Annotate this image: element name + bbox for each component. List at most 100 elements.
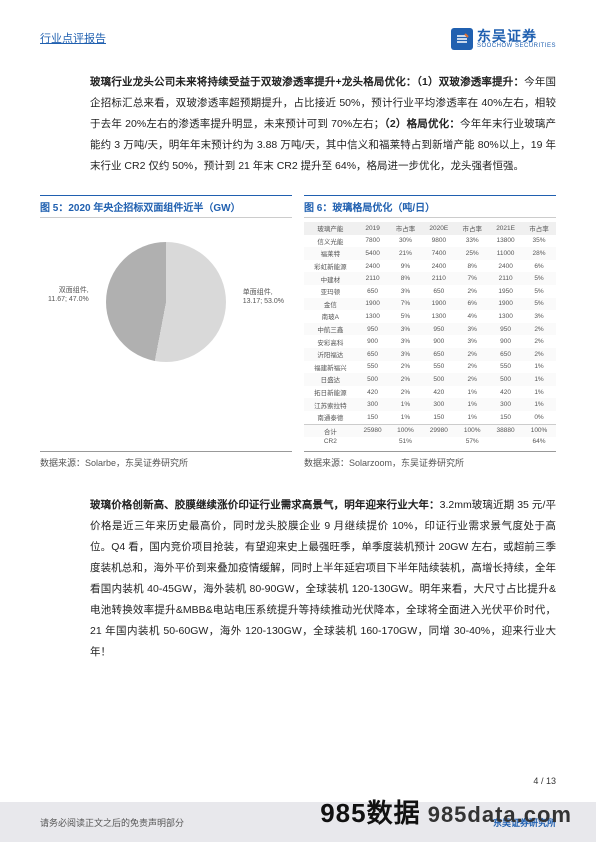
table-cell: 1300 bbox=[489, 310, 522, 323]
table-cell: 950 bbox=[357, 323, 389, 336]
table-cell: 3% bbox=[455, 335, 489, 348]
table-cell: CR2 bbox=[304, 437, 357, 447]
pie-label-single: 单面组件,13.17; 53.0% bbox=[243, 288, 284, 306]
table-cell: 0% bbox=[522, 411, 556, 424]
table-cell: 150 bbox=[357, 411, 389, 424]
table-cell: 1% bbox=[455, 411, 489, 424]
table-cell: 1900 bbox=[489, 298, 522, 311]
table-cell: 2400 bbox=[422, 260, 455, 273]
table-header-cell: 市占率 bbox=[455, 222, 489, 235]
table-cell: 100% bbox=[455, 424, 489, 437]
table-cell: 25% bbox=[455, 247, 489, 260]
table-cell: 3% bbox=[389, 285, 423, 298]
logo-cn-text: 东吴证券 bbox=[477, 29, 556, 43]
table-cell: 35% bbox=[522, 235, 556, 248]
table-row: 彩虹新能源24009%24008%24006% bbox=[304, 260, 556, 273]
table-cell: 8% bbox=[389, 272, 423, 285]
chart-6-title: 图 6：玻璃格局优化（吨/日） bbox=[304, 195, 556, 218]
table-cell: 3% bbox=[389, 323, 423, 336]
paragraph-2: 玻璃价格创新高、胶膜继续涨价印证行业需求高景气，明年迎来行业大年：3.2mm玻璃… bbox=[40, 495, 556, 663]
table-cell: 1% bbox=[522, 373, 556, 386]
table-cell: 9% bbox=[389, 260, 423, 273]
chart-6-source: 数据来源：Solarzoom，东吴证券研究所 bbox=[304, 451, 556, 469]
charts-row: 图 5：2020 年央企招标双面组件近半（GW） 双面组件,11.67; 47.… bbox=[40, 195, 556, 447]
table-cell: 1% bbox=[389, 411, 423, 424]
table-cell: 2400 bbox=[489, 260, 522, 273]
company-logo: 东吴证券 SOOCHOW SECURITIES bbox=[451, 28, 556, 50]
table-row: 南通泰德1501%1501%1500% bbox=[304, 411, 556, 424]
table-cell: 550 bbox=[357, 361, 389, 374]
table-cell: 650 bbox=[489, 348, 522, 361]
table-header-row: 玻璃产能2019市占率2020E市占率2021E市占率 bbox=[304, 222, 556, 235]
table-cell: 安彩高科 bbox=[304, 335, 357, 348]
logo-en-text: SOOCHOW SECURITIES bbox=[477, 43, 556, 49]
table-cell: 2% bbox=[522, 348, 556, 361]
table-cell bbox=[422, 437, 455, 447]
chart-5-block: 图 5：2020 年央企招标双面组件近半（GW） 双面组件,11.67; 47.… bbox=[40, 195, 292, 447]
table-cell: 38880 bbox=[489, 424, 522, 437]
table-cell: 28% bbox=[522, 247, 556, 260]
table-row: 金信19007%19006%19005% bbox=[304, 298, 556, 311]
table-cell bbox=[357, 437, 389, 447]
table-cell: 900 bbox=[357, 335, 389, 348]
table-cell: 6% bbox=[455, 298, 489, 311]
table-cell: 33% bbox=[455, 235, 489, 248]
table-cell: 中航三鑫 bbox=[304, 323, 357, 336]
table-cell: 7% bbox=[389, 298, 423, 311]
table-row: 合计25980100%29980100%38880100% bbox=[304, 424, 556, 437]
table-cell: 南玻A bbox=[304, 310, 357, 323]
table-cell: 500 bbox=[422, 373, 455, 386]
table-cell: 拓日新能源 bbox=[304, 386, 357, 399]
table-cell: 64% bbox=[522, 437, 556, 447]
table-cell: 1300 bbox=[422, 310, 455, 323]
table-cell: 2400 bbox=[357, 260, 389, 273]
table-cell: 150 bbox=[422, 411, 455, 424]
source-row: 数据来源：Solarbe，东吴证券研究所 数据来源：Solarzoom，东吴证券… bbox=[40, 451, 556, 469]
table-row: 南玻A13005%13004%13003% bbox=[304, 310, 556, 323]
table-cell: 1% bbox=[389, 398, 423, 411]
table-cell: 300 bbox=[422, 398, 455, 411]
para2-lead: 玻璃价格创新高、胶膜继续涨价印证行业需求高景气，明年迎来行业大年： bbox=[90, 499, 440, 511]
chart-5-source: 数据来源：Solarbe，东吴证券研究所 bbox=[40, 451, 292, 469]
table-cell: 21% bbox=[389, 247, 423, 260]
table-cell: 7400 bbox=[422, 247, 455, 260]
table-cell: 中建材 bbox=[304, 272, 357, 285]
table-row: 拓日新能源4202%4201%4201% bbox=[304, 386, 556, 399]
table-cell: 650 bbox=[357, 348, 389, 361]
table-header-cell: 2021E bbox=[489, 222, 522, 235]
chart-6-block: 图 6：玻璃格局优化（吨/日） 玻璃产能2019市占率2020E市占率2021E… bbox=[304, 195, 556, 447]
table-row: 江苏索拉特3001%3001%3001% bbox=[304, 398, 556, 411]
table-cell: 南通泰德 bbox=[304, 411, 357, 424]
table-row: 信义光能780030%980033%1380035% bbox=[304, 235, 556, 248]
table-cell: 信义光能 bbox=[304, 235, 357, 248]
table-cell: 420 bbox=[489, 386, 522, 399]
table-header-cell: 市占率 bbox=[522, 222, 556, 235]
table-cell: 2% bbox=[455, 285, 489, 298]
watermark: 985数据 985data.com bbox=[320, 793, 572, 830]
table-cell: 5% bbox=[389, 310, 423, 323]
table-cell: 2% bbox=[455, 361, 489, 374]
table-row: 福莱特540021%740025%1100028% bbox=[304, 247, 556, 260]
table-cell: 57% bbox=[455, 437, 489, 447]
table-cell: 150 bbox=[489, 411, 522, 424]
table-row: 亚玛顿6503%6502%19505% bbox=[304, 285, 556, 298]
table-cell: 合计 bbox=[304, 424, 357, 437]
table-cell: 2% bbox=[455, 373, 489, 386]
table-cell: 1900 bbox=[357, 298, 389, 311]
table-cell: 1% bbox=[455, 386, 489, 399]
page-header: 行业点评报告 东吴证券 SOOCHOW SECURITIES bbox=[40, 28, 556, 50]
table-cell: 550 bbox=[422, 361, 455, 374]
table-cr2-row: CR251%57%64% bbox=[304, 437, 556, 447]
chart-5-body: 双面组件,11.67; 47.0% 单面组件,13.17; 53.0% bbox=[40, 222, 292, 382]
table-cell: 650 bbox=[422, 285, 455, 298]
table-cell: 900 bbox=[489, 335, 522, 348]
table-cell: 金信 bbox=[304, 298, 357, 311]
table-cell: 900 bbox=[422, 335, 455, 348]
table-cell bbox=[489, 437, 522, 447]
table-cell: 2110 bbox=[357, 272, 389, 285]
table-header-cell: 2020E bbox=[422, 222, 455, 235]
table-cell: 5% bbox=[522, 272, 556, 285]
table-cell: 2% bbox=[389, 386, 423, 399]
chart-5-title: 图 5：2020 年央企招标双面组件近半（GW） bbox=[40, 195, 292, 218]
table-cell: 25980 bbox=[357, 424, 389, 437]
